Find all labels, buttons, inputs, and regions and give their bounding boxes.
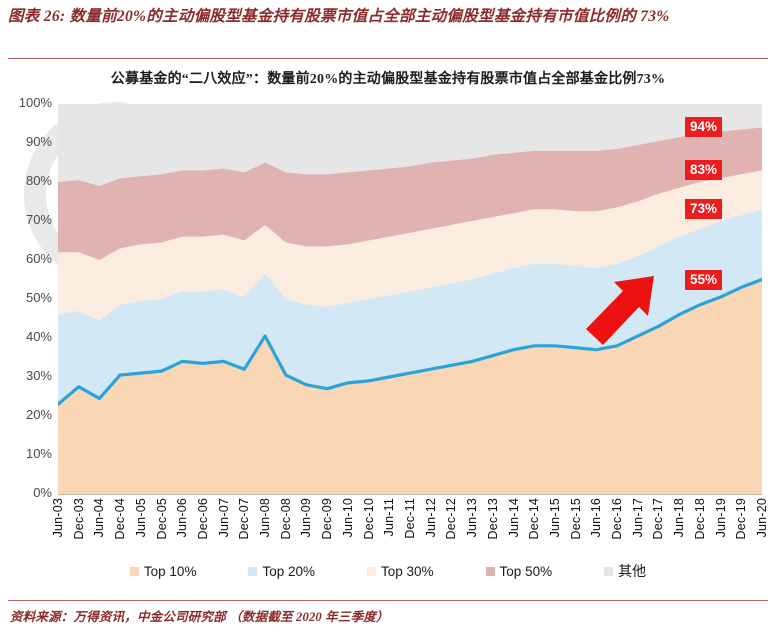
legend-swatch [129, 566, 139, 576]
y-axis-tick: 90% [25, 134, 52, 149]
x-axis-tick: Jun-12 [423, 498, 438, 538]
legend-swatch [248, 566, 258, 576]
legend-swatch [367, 566, 376, 576]
red-up-right-arrow-icon [586, 276, 654, 345]
x-axis-tick: Dec-09 [320, 498, 335, 540]
legend-item[interactable]: Top 50% [485, 563, 553, 579]
x-axis-tick: Dec-12 [444, 498, 459, 540]
value-callout: 73% [685, 199, 723, 220]
y-axis: 0% 10% 20% 30% 40% 50% 60% 70% 80% 90% 100% [0, 95, 58, 500]
y-axis-tick: 60% [25, 251, 52, 266]
caption-divider [8, 58, 768, 59]
top10-boundary-line [58, 277, 762, 406]
legend-swatch [604, 566, 614, 576]
x-axis-tick: Dec-06 [195, 498, 210, 540]
x-axis-tick: Jun-08 [258, 498, 273, 538]
x-axis-tick: Jun-05 [133, 498, 148, 538]
x-axis-line [58, 494, 762, 495]
legend-label: Top 20% [262, 563, 315, 579]
x-axis-tick: Dec-07 [237, 498, 252, 540]
area-band [58, 279, 762, 494]
value-callout: 94% [685, 117, 723, 138]
legend-label: Top 10% [143, 563, 197, 579]
x-axis-labels: Jun-03 Dec-03 Jun-04 Dec-04 Jun-05 Dec-05 Jun-… [51, 498, 769, 603]
footer-divider [8, 600, 768, 601]
legend-label: 其他 [618, 565, 647, 580]
x-axis-tick: Jun-14 [506, 498, 521, 538]
x-axis-tick: Jun-04 [92, 498, 107, 538]
source-note: 资料来源：万得资讯，中金公司研究部 （数据截至 2020 年三季度） [10, 610, 389, 624]
x-axis-tick: Jun-20 [755, 498, 769, 538]
area-band [58, 170, 762, 321]
chart-title: 公募基金的“二八效应”：数量前20%的主动偏股型基金持有股票市值占全部基金比例7… [110, 72, 666, 87]
y-axis-tick: 40% [25, 329, 52, 344]
x-axis-tick: Jun-07 [216, 498, 231, 538]
x-axis-tick: Dec-13 [485, 498, 500, 540]
x-axis-tick: Dec-17 [651, 498, 666, 540]
chart-legend: Top 10% Top 20% Top 30% Top 50% 其他 [0, 558, 776, 584]
legend-label: Top 50% [499, 563, 553, 579]
value-callout: 55% [685, 269, 723, 290]
legend-item[interactable]: 其他 [604, 561, 646, 581]
x-axis-tick: Jun-06 [175, 498, 190, 538]
x-axis-tick: Jun-18 [672, 498, 687, 538]
x-axis-tick: Jun-10 [340, 498, 355, 538]
stacked-area-chart [58, 104, 762, 494]
plot-area-wrapper: 0% 10% 20% 30% 40% 50% 60% 70% 80% 90% 100% Jun-03… [0, 95, 776, 540]
y-axis-tick: 20% [25, 407, 52, 422]
x-axis-tick: Jun-17 [630, 498, 645, 538]
x-axis-tick: Dec-18 [692, 498, 707, 540]
y-axis-tick: 100% [18, 95, 52, 110]
legend-swatch [485, 566, 495, 576]
x-axis-tick: Dec-04 [113, 498, 128, 540]
x-axis-tick: Jun-11 [382, 498, 397, 537]
area-band [58, 104, 762, 186]
y-axis-tick: 30% [25, 368, 52, 383]
y-axis-tick: 10% [25, 446, 52, 461]
x-axis-tick: Jun-09 [299, 498, 314, 538]
y-axis-tick: 50% [25, 290, 52, 305]
x-axis-tick: Dec-10 [361, 498, 376, 540]
x-axis-tick: Jun-19 [713, 498, 728, 538]
legend-item[interactable]: Top 10% [129, 563, 197, 579]
legend-item[interactable]: Top 30% [367, 564, 434, 579]
x-axis-tick: Dec-05 [154, 498, 169, 540]
x-axis-tick: Jun-16 [589, 498, 604, 538]
x-axis-tick: Jun-15 [547, 498, 562, 538]
x-axis-tick: Dec-15 [568, 498, 583, 540]
value-callout: 83% [685, 160, 723, 181]
x-axis-tick: Dec-08 [278, 498, 293, 540]
x-axis-tick: Dec-19 [734, 498, 749, 540]
y-axis-tick: 70% [25, 212, 52, 227]
x-axis-tick: Dec-11 [403, 498, 417, 539]
x-axis-tick: Jun-03 [51, 498, 65, 538]
figure-caption: 图表 26: 数量前20%的主动偏股型基金持有股票市值占全部主动偏股型基金持有市… [8, 8, 670, 25]
plot-area [58, 104, 762, 494]
area-band [58, 127, 762, 261]
x-axis-tick: Dec-03 [71, 498, 86, 540]
legend-item[interactable]: Top 20% [248, 564, 315, 579]
x-axis-tick: Jun-13 [465, 498, 480, 538]
x-axis-tick: Dec-16 [610, 498, 625, 540]
x-axis-tick: Dec-14 [527, 498, 542, 540]
legend-label: Top 30% [381, 563, 434, 579]
y-axis-tick: 80% [25, 173, 52, 188]
y-axis-tick: 0% [33, 485, 52, 500]
area-band [58, 209, 762, 405]
